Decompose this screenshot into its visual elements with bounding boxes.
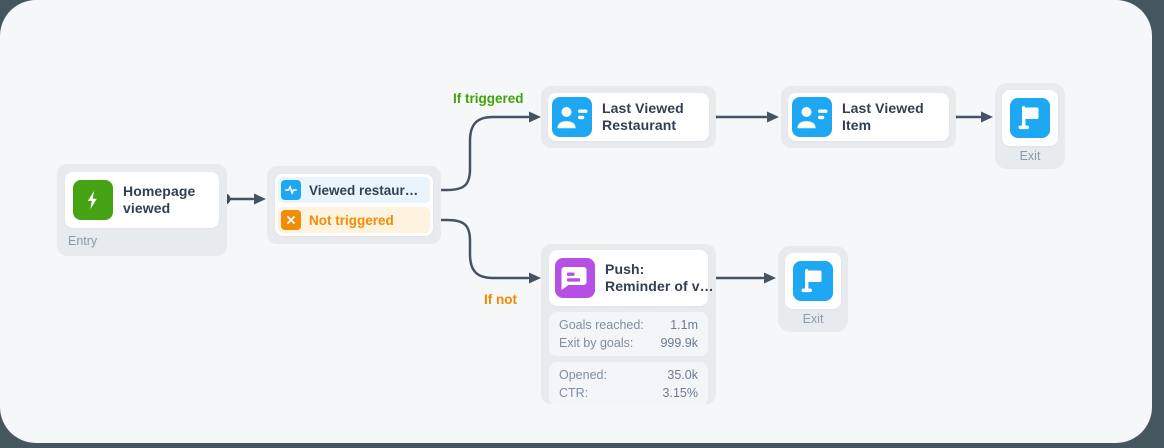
exit-top-label: Exit bbox=[1019, 149, 1041, 163]
condition-card[interactable]: Viewed restaur… Not triggered bbox=[275, 174, 433, 236]
contact-card-icon bbox=[792, 97, 832, 137]
push-engagement-stats: Opened: 35.0k CTR: 3.15% bbox=[549, 362, 708, 406]
stat-value: 1.1m bbox=[670, 318, 698, 332]
exit-bottom-card[interactable] bbox=[785, 253, 841, 309]
condition-triggered-label: Viewed restaur… bbox=[309, 182, 419, 198]
push-title: Push: Reminder of v… bbox=[605, 260, 714, 294]
activity-icon bbox=[281, 180, 301, 200]
last-viewed-item-card[interactable]: Last Viewed Item bbox=[788, 93, 949, 141]
last-viewed-restaurant-title: Last Viewed Restaurant bbox=[602, 99, 684, 133]
stat-value: 3.15% bbox=[662, 386, 698, 400]
condition-not-triggered-label: Not triggered bbox=[309, 212, 394, 228]
if-not-label: If not bbox=[484, 292, 517, 307]
stat-value: 35.0k bbox=[667, 368, 698, 382]
entry-card[interactable]: Homepage viewed bbox=[65, 172, 219, 228]
stat-row: Exit by goals: 999.9k bbox=[559, 334, 698, 352]
stat-row: Goals reached: 1.1m bbox=[559, 316, 698, 334]
flag-icon bbox=[793, 261, 833, 301]
stat-label: Exit by goals: bbox=[559, 336, 634, 350]
last-viewed-restaurant-card[interactable]: Last Viewed Restaurant bbox=[548, 93, 709, 141]
stat-row: Opened: 35.0k bbox=[559, 366, 698, 384]
entry-node[interactable]: Homepage viewed Entry bbox=[57, 164, 227, 256]
stat-label: Goals reached: bbox=[559, 318, 644, 332]
stat-value: 999.9k bbox=[660, 336, 698, 350]
entry-tag: Entry bbox=[68, 234, 98, 248]
flag-icon bbox=[1010, 98, 1050, 138]
condition-node[interactable]: Viewed restaur… Not triggered bbox=[267, 166, 441, 244]
condition-row-not-triggered[interactable]: Not triggered bbox=[278, 207, 430, 233]
exit-top-card[interactable] bbox=[1002, 90, 1058, 146]
stat-label: Opened: bbox=[559, 368, 607, 382]
stat-row: CTR: 3.15% bbox=[559, 384, 698, 402]
entry-title: Homepage viewed bbox=[123, 182, 196, 216]
last-viewed-item-title: Last Viewed Item bbox=[842, 99, 924, 133]
exit-node-bottom[interactable]: Exit bbox=[778, 246, 848, 332]
condition-row-triggered[interactable]: Viewed restaur… bbox=[278, 177, 430, 203]
chat-bubble-icon bbox=[555, 258, 595, 298]
stat-label: CTR: bbox=[559, 386, 589, 400]
push-card[interactable]: Push: Reminder of v… bbox=[549, 250, 714, 306]
exit-bottom-label: Exit bbox=[802, 312, 824, 326]
contact-card-icon bbox=[552, 97, 592, 137]
last-viewed-item-node[interactable]: Last Viewed Item bbox=[781, 86, 956, 148]
last-viewed-restaurant-node[interactable]: Last Viewed Restaurant bbox=[541, 86, 716, 148]
lightning-icon bbox=[73, 180, 113, 220]
x-icon bbox=[281, 210, 301, 230]
push-node[interactable]: Push: Reminder of v… Goals reached: 1.1m… bbox=[541, 244, 716, 406]
if-triggered-label: If triggered bbox=[453, 91, 524, 106]
exit-node-top[interactable]: Exit bbox=[995, 83, 1065, 169]
push-goal-stats: Goals reached: 1.1m Exit by goals: 999.9… bbox=[549, 312, 708, 356]
